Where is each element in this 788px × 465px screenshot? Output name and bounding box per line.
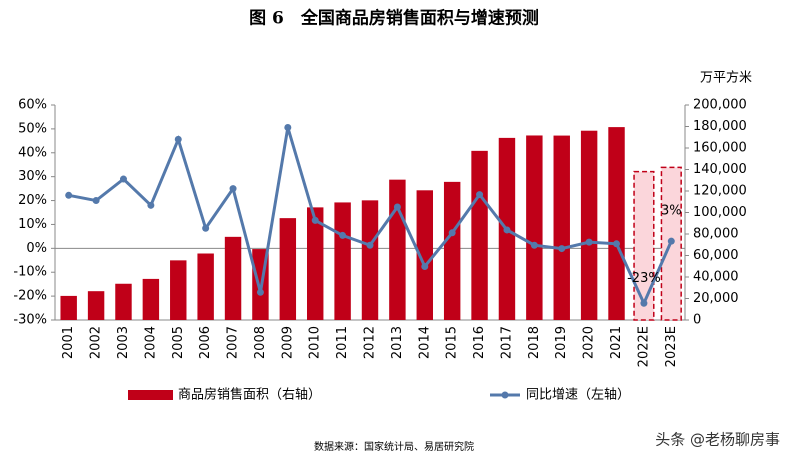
bar: [334, 202, 351, 320]
legend-swatch: [128, 390, 173, 400]
marker: [366, 241, 374, 249]
y-tick-label: -30%: [13, 313, 47, 328]
bar: [416, 190, 433, 320]
marker: [311, 216, 319, 224]
y2-tick-label: 140,000: [693, 162, 747, 177]
x-tick-label: 2002: [89, 326, 104, 359]
bar: [115, 283, 132, 320]
bar: [580, 130, 598, 320]
x-tick-label: 2004: [143, 326, 158, 359]
marker: [92, 197, 100, 205]
y-tick-label: 40%: [18, 145, 47, 160]
marker: [421, 262, 429, 270]
marker: [339, 231, 347, 239]
bar: [443, 181, 461, 320]
marker: [147, 201, 155, 209]
y-tick-label: 20%: [18, 193, 47, 208]
bar: [87, 291, 105, 320]
y2-tick-label: 120,000: [693, 184, 747, 199]
bar: [526, 135, 543, 320]
x-tick-label: 2008: [253, 326, 268, 359]
marker: [585, 238, 593, 246]
y-tick-label: 0%: [26, 241, 47, 256]
marker: [229, 185, 237, 193]
x-tick-label: 2022E: [636, 326, 651, 367]
x-tick-label: 2012: [363, 326, 378, 359]
legend-marker: [501, 391, 509, 399]
marker: [530, 241, 538, 249]
legend-label: 商品房销售面积（右轴）: [178, 387, 321, 403]
marker: [174, 135, 182, 143]
marker: [503, 226, 511, 234]
x-tick-label: 2019: [554, 326, 569, 359]
marker: [667, 237, 675, 245]
x-tick-label: 2020: [582, 326, 597, 359]
x-tick-label: 2003: [116, 326, 131, 359]
marker: [256, 288, 264, 296]
bar: [197, 253, 214, 320]
x-tick-label: 2001: [61, 326, 76, 359]
bar: [142, 278, 160, 320]
marker: [448, 229, 456, 237]
x-tick-label: 2021: [609, 326, 624, 359]
chart-title: 图 6 全国商品房销售面积与增速预测: [249, 8, 539, 29]
y2-tick-label: 40,000: [693, 270, 739, 285]
data-label: 3%: [661, 204, 682, 219]
bar: [608, 127, 625, 320]
x-tick-label: 2010: [308, 326, 323, 359]
y2-tick-label: 80,000: [693, 227, 739, 242]
estimate-bar: [633, 170, 655, 321]
bar: [361, 200, 379, 320]
source: 数据来源：国家统计局、易居研究院: [314, 440, 474, 453]
marker: [119, 175, 127, 183]
marker: [65, 191, 73, 199]
watermark: 头条 @老杨聊房事: [655, 431, 780, 449]
data-label: -23%: [627, 271, 661, 286]
bar: [553, 135, 570, 320]
x-tick-label: 2023E: [664, 326, 679, 367]
x-tick-label: 2014: [417, 326, 432, 359]
y2-tick-label: 100,000: [693, 205, 747, 220]
bar: [307, 207, 324, 320]
y2-tick-label: 0: [693, 313, 701, 328]
marker: [202, 224, 210, 232]
marker: [476, 191, 484, 199]
x-tick-label: 2018: [527, 326, 542, 359]
marker: [558, 245, 566, 253]
y2-tick-label: 160,000: [693, 141, 747, 156]
marker: [393, 203, 401, 211]
y-tick-label: 50%: [18, 121, 47, 136]
marker: [284, 123, 292, 131]
bar: [471, 150, 488, 320]
y2-tick-label: 60,000: [693, 248, 739, 263]
y2-tick-label: 20,000: [693, 291, 739, 306]
x-tick-label: 2017: [499, 326, 514, 359]
x-tick-label: 2009: [280, 326, 295, 359]
x-tick-label: 2016: [472, 326, 487, 359]
y2-tick-label: 180,000: [693, 119, 747, 134]
y-tick-label: -10%: [13, 265, 47, 280]
bar: [170, 260, 187, 320]
bar: [279, 218, 297, 320]
y-tick-label: -20%: [13, 289, 47, 304]
x-tick-label: 2011: [335, 326, 350, 359]
bar: [224, 236, 242, 320]
y-tick-label: 30%: [18, 169, 47, 184]
x-tick-label: 2006: [198, 326, 213, 359]
y-tick-label: 10%: [18, 217, 47, 232]
marker: [640, 299, 648, 307]
x-tick-label: 2007: [226, 326, 241, 359]
x-tick-label: 2005: [171, 326, 186, 359]
y2-tick-label: 200,000: [693, 98, 747, 113]
x-tick-label: 2013: [390, 326, 405, 359]
marker: [613, 240, 621, 248]
y2-axis-label: 万平方米: [700, 70, 752, 86]
bar: [60, 295, 77, 320]
x-tick-label: 2015: [445, 326, 460, 359]
y-tick-label: 60%: [18, 98, 47, 113]
legend-label: 同比增速（左轴）: [526, 388, 630, 403]
bar: [389, 179, 406, 320]
